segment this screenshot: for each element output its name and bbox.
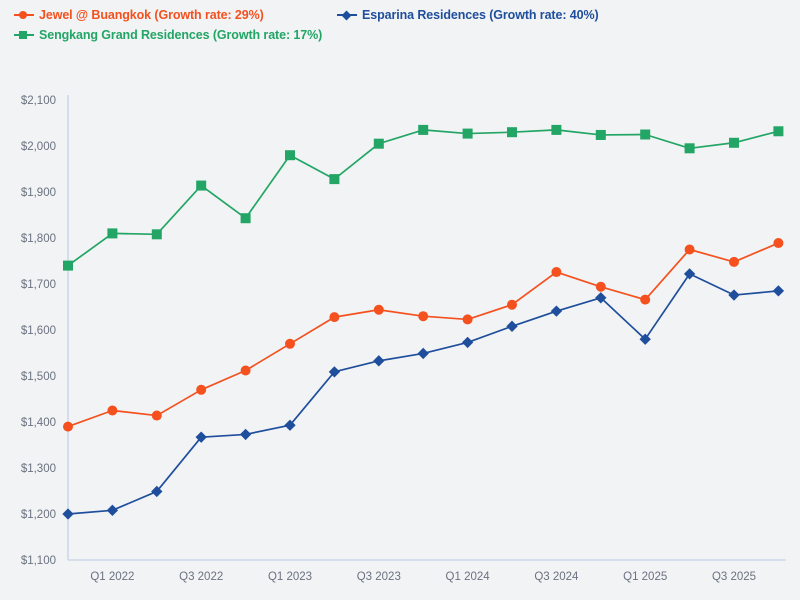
y-axis-tick-label: $1,200 — [21, 509, 56, 521]
y-axis-tick-labels: $2,100 $2,000 $1,900 $1,800 $1,700 $1,600 $1,5… — [21, 95, 56, 567]
data-point-marker[interactable] — [550, 305, 563, 317]
y-axis-tick-label: $2,000 — [21, 141, 56, 153]
data-point-marker[interactable] — [684, 244, 695, 255]
data-point-marker[interactable] — [240, 213, 251, 224]
data-point-marker[interactable] — [462, 314, 473, 325]
legend-label-esparina: Esparina Residences (Growth rate: 40%) — [362, 8, 599, 22]
data-point-marker[interactable] — [239, 428, 252, 441]
data-point-marker[interactable] — [63, 260, 73, 271]
data-series-2 — [62, 268, 785, 520]
data-point-marker[interactable] — [462, 128, 473, 139]
x-axis-tick-label: Q3 2022 — [179, 571, 223, 583]
series-line — [67, 242, 780, 428]
legend-line-swatch-esparina — [337, 10, 357, 20]
data-point-marker[interactable] — [683, 268, 696, 280]
data-point-marker[interactable] — [507, 127, 517, 138]
data-series-3 — [63, 124, 784, 271]
data-point-marker[interactable] — [196, 180, 207, 191]
y-axis-tick-label: $1,500 — [21, 371, 56, 383]
data-point-marker[interactable] — [772, 285, 785, 297]
y-axis-tick-label: $1,400 — [21, 417, 56, 429]
legend-item-jewel-buangkok[interactable]: Jewel @ Buangkok (Growth rate: 29%) — [14, 8, 264, 22]
data-point-marker[interactable] — [285, 338, 295, 349]
axis-lines — [67, 95, 786, 561]
data-point-marker[interactable] — [595, 292, 607, 304]
data-point-marker[interactable] — [728, 289, 740, 301]
x-axis-tick-label: Q3 2024 — [534, 571, 579, 583]
data-point-marker[interactable] — [417, 347, 429, 360]
data-point-marker[interactable] — [106, 504, 119, 516]
x-axis-tick-label: Q3 2023 — [357, 571, 401, 583]
data-point-marker[interactable] — [240, 365, 251, 376]
data-point-marker[interactable] — [506, 320, 518, 332]
data-point-marker[interactable] — [773, 238, 784, 249]
data-point-marker[interactable] — [551, 124, 562, 135]
data-point-marker[interactable] — [329, 312, 340, 323]
y-axis-tick-label: $1,700 — [21, 279, 56, 291]
data-point-marker[interactable] — [328, 366, 341, 378]
data-point-marker[interactable] — [639, 333, 651, 345]
legend-item-esparina-residences[interactable]: Esparina Residences (Growth rate: 40%) — [337, 8, 599, 22]
data-point-marker[interactable] — [285, 150, 295, 161]
legend-label-sengkang: Sengkang Grand Residences (Growth rate: … — [39, 28, 323, 42]
legend-item-sengkang-grand-residences[interactable]: Sengkang Grand Residences (Growth rate: … — [14, 28, 322, 42]
data-point-marker[interactable] — [507, 299, 517, 310]
data-point-marker[interactable] — [640, 294, 651, 305]
x-axis-tick-label: Q1 2023 — [268, 571, 312, 583]
data-point-marker[interactable] — [595, 281, 606, 292]
x-axis-tick-labels: Q1 2022 Q3 2022 Q1 2023 Q3 2023 Q1 2024 Q3 20… — [90, 571, 756, 583]
data-point-marker[interactable] — [461, 336, 474, 349]
y-axis-tick-label: $1,100 — [21, 555, 56, 567]
legend-label-jewel: Jewel @ Buangkok (Growth rate: 29%) — [39, 8, 264, 22]
data-point-marker[interactable] — [684, 143, 695, 154]
data-point-marker[interactable] — [196, 384, 207, 395]
y-axis-tick-label: $2,100 — [21, 95, 56, 107]
circle-marker-icon — [19, 11, 27, 19]
data-point-marker[interactable] — [373, 304, 384, 315]
x-axis-tick-label: Q1 2025 — [623, 571, 667, 583]
data-point-marker[interactable] — [63, 421, 73, 432]
x-axis-tick-label: Q1 2022 — [90, 571, 134, 583]
data-point-marker[interactable] — [195, 431, 207, 443]
x-axis-tick-label: Q3 2025 — [712, 571, 756, 583]
data-point-marker[interactable] — [284, 419, 296, 431]
series-line — [67, 129, 780, 267]
data-point-marker[interactable] — [551, 267, 562, 278]
data-point-marker[interactable] — [151, 410, 162, 421]
data-point-marker[interactable] — [773, 126, 784, 137]
square-marker-icon — [19, 31, 27, 39]
data-point-marker[interactable] — [729, 256, 739, 267]
y-axis-tick-label: $1,900 — [21, 187, 56, 199]
data-point-marker[interactable] — [151, 485, 163, 498]
data-point-marker[interactable] — [107, 405, 118, 416]
y-axis-tick-label: $1,800 — [21, 233, 56, 245]
data-series-1 — [63, 238, 784, 432]
series-line — [67, 273, 780, 515]
y-axis-tick-label: $1,300 — [21, 463, 56, 475]
data-point-marker[interactable] — [107, 228, 118, 239]
data-point-marker[interactable] — [373, 138, 384, 149]
series-layer — [62, 124, 785, 520]
y-axis-tick-label: $1,600 — [21, 325, 56, 337]
data-point-marker[interactable] — [373, 355, 385, 367]
x-axis-tick-label: Q1 2024 — [446, 571, 491, 583]
data-point-marker[interactable] — [418, 311, 429, 322]
data-point-marker[interactable] — [595, 129, 606, 140]
data-point-marker[interactable] — [151, 229, 162, 240]
data-point-marker[interactable] — [418, 124, 429, 135]
data-point-marker[interactable] — [640, 129, 651, 140]
chart-legend: Jewel @ Buangkok (Growth rate: 29%) Espa… — [0, 0, 800, 52]
data-point-marker[interactable] — [62, 508, 74, 520]
data-point-marker[interactable] — [329, 174, 340, 185]
legend-line-swatch-sengkang — [14, 31, 34, 39]
legend-line-swatch-jewel — [14, 11, 34, 19]
data-point-marker[interactable] — [729, 137, 739, 148]
